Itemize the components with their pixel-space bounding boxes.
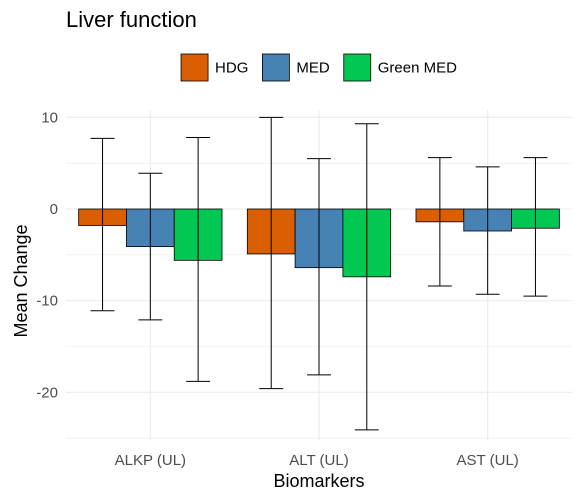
legend-label: Green MED <box>378 60 457 77</box>
y-axis-title: Mean Change <box>11 224 31 337</box>
legend-item: Green MED <box>343 53 457 82</box>
error-bar <box>523 157 548 297</box>
error-bar <box>475 166 500 295</box>
legend: HDG MED Green MED <box>180 53 457 82</box>
error-bar <box>138 172 163 321</box>
x-tick-label: AST (UL) <box>457 452 519 469</box>
x-tick-label: ALKP (UL) <box>115 452 186 469</box>
y-tick-label: 10 <box>41 109 58 126</box>
legend-item: MED <box>261 53 330 82</box>
y-tick-label: 0 <box>50 201 58 218</box>
legend-item: HDG <box>180 53 248 82</box>
x-tick-label: ALT (UL) <box>289 452 348 469</box>
legend-label: MED <box>296 60 330 77</box>
legend-key <box>261 53 290 82</box>
error-bar <box>354 123 379 431</box>
y-tick-labels: 10 0 -10 -20 <box>36 109 58 401</box>
error-bar <box>427 157 452 287</box>
error-bar <box>90 137 115 312</box>
legend-key <box>343 53 372 82</box>
x-axis-title: Biomarkers <box>273 471 364 491</box>
error-bars <box>90 116 548 431</box>
chart-title: Liver function <box>66 7 197 32</box>
legend-key <box>180 53 209 82</box>
error-bar <box>186 137 211 382</box>
y-tick-label: -10 <box>36 293 58 310</box>
y-tick-label: -20 <box>36 384 58 401</box>
error-bar <box>259 116 284 390</box>
x-tick-labels: ALKP (UL) ALT (UL) AST (UL) <box>115 452 519 469</box>
legend-label: HDG <box>215 60 248 77</box>
error-bar <box>307 158 331 376</box>
